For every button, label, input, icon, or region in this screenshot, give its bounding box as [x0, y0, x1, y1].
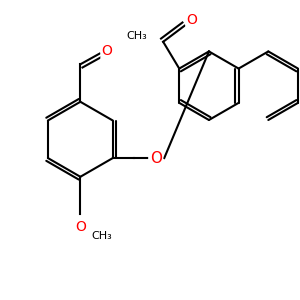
Text: O: O	[187, 14, 197, 27]
Text: CH₃: CH₃	[126, 32, 147, 41]
Text: O: O	[150, 151, 162, 166]
Text: CH₃: CH₃	[91, 231, 112, 241]
Text: O: O	[102, 44, 112, 58]
Text: O: O	[75, 220, 86, 234]
